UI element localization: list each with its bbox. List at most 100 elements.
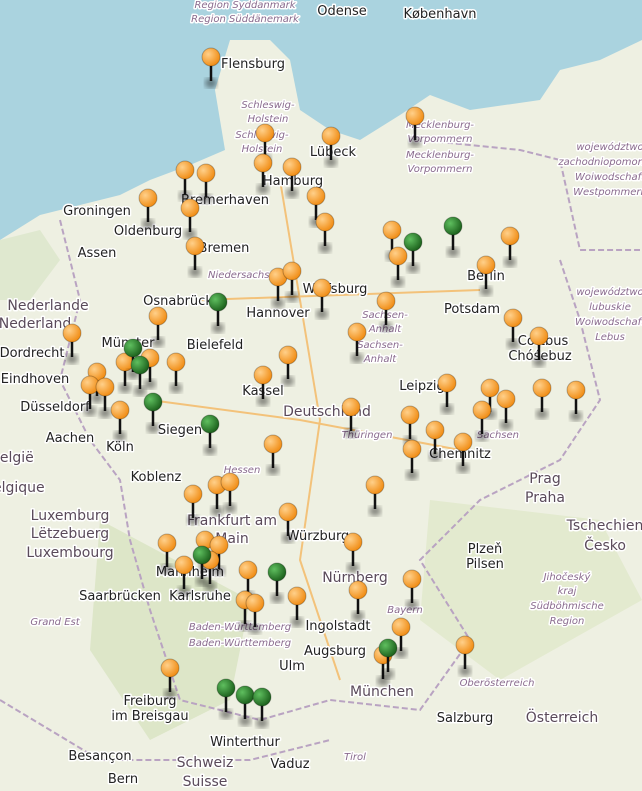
map-pin[interactable] <box>382 220 402 240</box>
place-label: Lëtzebuerg <box>31 526 109 542</box>
map-pin[interactable] <box>321 126 341 146</box>
map-pin[interactable] <box>166 352 186 372</box>
pin-shadow <box>184 229 196 239</box>
map-pin[interactable] <box>529 326 549 346</box>
place-label: Groningen <box>63 204 131 219</box>
map-pin[interactable] <box>376 291 396 311</box>
map-pin[interactable] <box>138 188 158 208</box>
map-pin[interactable] <box>472 400 492 420</box>
map-pin[interactable] <box>400 405 420 425</box>
map-pin[interactable] <box>95 377 115 397</box>
place-label: Holstein <box>242 144 283 155</box>
pin-shadow <box>91 393 103 403</box>
place-label: Winterthur <box>210 735 280 750</box>
map-pin[interactable] <box>496 389 516 409</box>
map-pin[interactable] <box>143 392 163 412</box>
place-label: Jihočeský <box>542 571 592 583</box>
map-pin[interactable] <box>196 163 216 183</box>
map-pin[interactable] <box>315 212 335 232</box>
map-pin[interactable] <box>200 414 220 434</box>
map-pin[interactable] <box>278 502 298 522</box>
map-pin[interactable] <box>208 292 228 312</box>
map-pin[interactable] <box>287 586 307 606</box>
place-label: Luxemburg <box>31 508 110 524</box>
border <box>419 139 640 251</box>
map-pin[interactable] <box>378 638 398 658</box>
place-label: Baden-Württemberg <box>189 638 291 649</box>
map-pin[interactable] <box>437 373 457 393</box>
map-pin[interactable] <box>402 569 422 589</box>
map-pin[interactable] <box>405 106 425 126</box>
map-pin[interactable] <box>209 535 229 555</box>
map-pin[interactable] <box>160 658 180 678</box>
map-pin[interactable] <box>443 216 463 236</box>
map-pin[interactable] <box>365 475 385 495</box>
border <box>0 699 331 761</box>
map-pin[interactable] <box>476 255 496 275</box>
map-pin[interactable] <box>566 380 586 400</box>
pin-shadow <box>286 188 298 198</box>
place-label: Koblenz <box>131 470 182 485</box>
map-pin[interactable] <box>306 186 326 206</box>
map-pin[interactable] <box>253 365 273 385</box>
map-pin[interactable] <box>425 420 445 440</box>
place-label: Eindhoven <box>1 372 69 387</box>
map-pin[interactable] <box>500 226 520 246</box>
map-pin[interactable] <box>343 532 363 552</box>
map-pin[interactable] <box>391 617 411 637</box>
map-pin[interactable] <box>403 232 423 252</box>
map-pin[interactable] <box>402 439 422 459</box>
pin-shadow <box>178 586 190 596</box>
map-pin[interactable] <box>282 157 302 177</box>
map-pin[interactable] <box>157 533 177 553</box>
pin-shadow <box>161 564 173 574</box>
pin-shadow <box>239 621 251 631</box>
map-pin[interactable] <box>312 278 332 298</box>
map-pin[interactable] <box>255 123 275 143</box>
map-pin[interactable] <box>453 432 473 452</box>
map-pin[interactable] <box>238 560 258 580</box>
map-pin[interactable] <box>341 397 361 417</box>
map-pin[interactable] <box>388 246 408 266</box>
place-label: Region Süddänemark <box>191 14 300 25</box>
pin-shadow <box>257 396 269 406</box>
pin-shadow <box>319 243 331 253</box>
map-pin[interactable] <box>192 545 212 565</box>
pin-shadow <box>257 184 269 194</box>
map-pin[interactable] <box>185 236 205 256</box>
map-pin[interactable] <box>480 378 500 398</box>
map-pin[interactable] <box>183 484 203 504</box>
map-pin[interactable] <box>174 555 194 575</box>
map-pin[interactable] <box>267 562 287 582</box>
map-pin[interactable] <box>216 678 236 698</box>
map-pin[interactable] <box>148 306 168 326</box>
map-pin[interactable] <box>62 323 82 343</box>
map-pin[interactable] <box>252 687 272 707</box>
map-pin[interactable] <box>348 580 368 600</box>
map-pin[interactable] <box>201 47 221 67</box>
map-pin[interactable] <box>253 153 273 173</box>
map-pin[interactable] <box>123 338 143 358</box>
map-pin[interactable] <box>180 198 200 218</box>
pin-shadow <box>200 194 212 204</box>
map-pin[interactable] <box>235 685 255 705</box>
place-label: Düsseldorf <box>20 400 90 415</box>
pin-shadow <box>457 463 469 473</box>
map-pin[interactable] <box>455 635 475 655</box>
map-pin[interactable] <box>503 308 523 328</box>
map-pin[interactable] <box>220 472 240 492</box>
map-pin[interactable] <box>347 322 367 342</box>
map-pin[interactable] <box>263 434 283 454</box>
map-pin[interactable] <box>130 355 150 375</box>
place-label: Saarbrücken <box>79 589 161 604</box>
map-pin[interactable] <box>532 378 552 398</box>
map-pin[interactable] <box>278 345 298 365</box>
map-pin[interactable] <box>282 261 302 281</box>
map-pin[interactable] <box>110 400 130 420</box>
pin-shadow <box>406 600 418 610</box>
map-pin[interactable] <box>245 593 265 613</box>
map-pin[interactable] <box>175 160 195 180</box>
pin-shadow <box>291 617 303 627</box>
pin-shadow <box>407 263 419 273</box>
place-label: im Breisgau <box>111 709 188 724</box>
